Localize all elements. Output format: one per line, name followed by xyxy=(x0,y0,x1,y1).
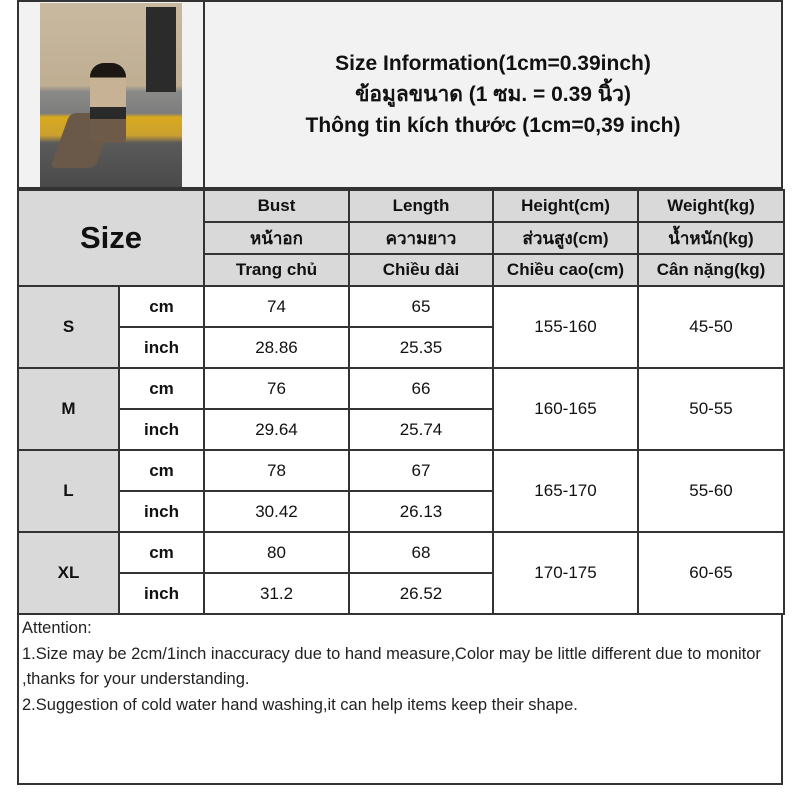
bust-inch: 28.86 xyxy=(203,326,350,369)
title-thai: ข้อมูลขนาด (1 ซม. = 0.39 นิ้ว) xyxy=(355,83,631,106)
length-cm: 65 xyxy=(348,285,494,328)
header-row: Size Bust Length Height(cm) Weight(kg) xyxy=(17,189,785,287)
col-length: Length xyxy=(348,189,494,223)
header-row-vietnamese: Trang chủ Chiều dài Chiều cao(cm) Cân nặ… xyxy=(18,253,785,287)
bust-cm: 80 xyxy=(203,531,350,574)
col-weight-vi: Cân nặng(kg) xyxy=(637,253,785,287)
bust-cm: 74 xyxy=(203,285,350,328)
bust-cm: 76 xyxy=(203,367,350,410)
title-vietnamese: Thông tin kích thước (1cm=0,39 inch) xyxy=(305,114,681,137)
length-inch: 25.35 xyxy=(348,326,494,369)
col-bust-thai: หน้าอก xyxy=(203,221,350,255)
height-range: 160-165 xyxy=(492,367,639,451)
length-inch: 26.13 xyxy=(348,490,494,533)
bust-inch: 30.42 xyxy=(203,490,350,533)
bust-inch: 29.64 xyxy=(203,408,350,451)
size-label: L xyxy=(17,449,120,533)
bust-inch: 31.2 xyxy=(203,572,350,615)
attention-notes: Attention: 1.Size may be 2cm/1inch inacc… xyxy=(17,615,783,785)
product-photo xyxy=(40,2,182,187)
photo-model xyxy=(90,62,126,143)
unit-inch: inch xyxy=(118,326,205,369)
col-weight-thai: น้ำหนัก(kg) xyxy=(637,221,785,255)
product-photo-cell xyxy=(19,2,205,187)
table-row: inch 31.2 26.52 xyxy=(18,572,784,615)
size-label: M xyxy=(17,367,120,451)
height-range: 170-175 xyxy=(492,531,639,615)
size-header: Size xyxy=(17,189,205,287)
col-length-vi: Chiều dài xyxy=(348,253,494,287)
weight-range: 50-55 xyxy=(637,367,785,451)
note-item: 2.Suggestion of cold water hand washing,… xyxy=(22,695,578,714)
size-label: XL xyxy=(17,531,120,615)
col-height: Height(cm) xyxy=(492,189,639,223)
table-row: inch 28.86 25.35 xyxy=(18,326,784,369)
table-row: XL cm 80 68 170-175 60-65 xyxy=(17,531,785,615)
chart-header: Size Information(1cm=0.39inch) ข้อมูลขนา… xyxy=(17,0,783,189)
col-weight: Weight(kg) xyxy=(637,189,785,223)
unit-cm: cm xyxy=(118,449,205,492)
note-item: 1.Size may be 2cm/1inch inaccuracy due t… xyxy=(22,644,761,689)
size-label: S xyxy=(17,285,120,369)
notes-heading: Attention: xyxy=(22,619,92,637)
weight-range: 55-60 xyxy=(637,449,785,533)
table-row: inch 30.42 26.13 xyxy=(18,490,784,533)
header-row-thai: หน้าอก ความยาว ส่วนสูง(cm) น้ำหนัก(kg) xyxy=(18,221,785,255)
unit-inch: inch xyxy=(118,572,205,615)
unit-inch: inch xyxy=(118,408,205,451)
size-chart: Size Information(1cm=0.39inch) ข้อมูลขนา… xyxy=(17,0,785,785)
unit-inch: inch xyxy=(118,490,205,533)
table-row: inch 29.64 25.74 xyxy=(18,408,784,451)
weight-range: 60-65 xyxy=(637,531,785,615)
height-range: 165-170 xyxy=(492,449,639,533)
col-height-vi: Chiều cao(cm) xyxy=(492,253,639,287)
length-cm: 66 xyxy=(348,367,494,410)
col-bust-vi: Trang chủ xyxy=(203,253,350,287)
length-cm: 68 xyxy=(348,531,494,574)
unit-cm: cm xyxy=(118,285,205,328)
title-block: Size Information(1cm=0.39inch) ข้อมูลขนา… xyxy=(205,2,781,187)
photo-door xyxy=(146,6,176,92)
col-length-thai: ความยาว xyxy=(348,221,494,255)
col-height-thai: ส่วนสูง(cm) xyxy=(492,221,639,255)
bust-cm: 78 xyxy=(203,449,350,492)
weight-range: 45-50 xyxy=(637,285,785,369)
length-inch: 25.74 xyxy=(348,408,494,451)
title-english: Size Information(1cm=0.39inch) xyxy=(335,52,651,75)
unit-cm: cm xyxy=(118,531,205,574)
length-inch: 26.52 xyxy=(348,572,494,615)
height-range: 155-160 xyxy=(492,285,639,369)
length-cm: 67 xyxy=(348,449,494,492)
size-table: Size Bust Length Height(cm) Weight(kg) ห… xyxy=(17,189,785,615)
unit-cm: cm xyxy=(118,367,205,410)
col-bust: Bust xyxy=(203,189,350,223)
